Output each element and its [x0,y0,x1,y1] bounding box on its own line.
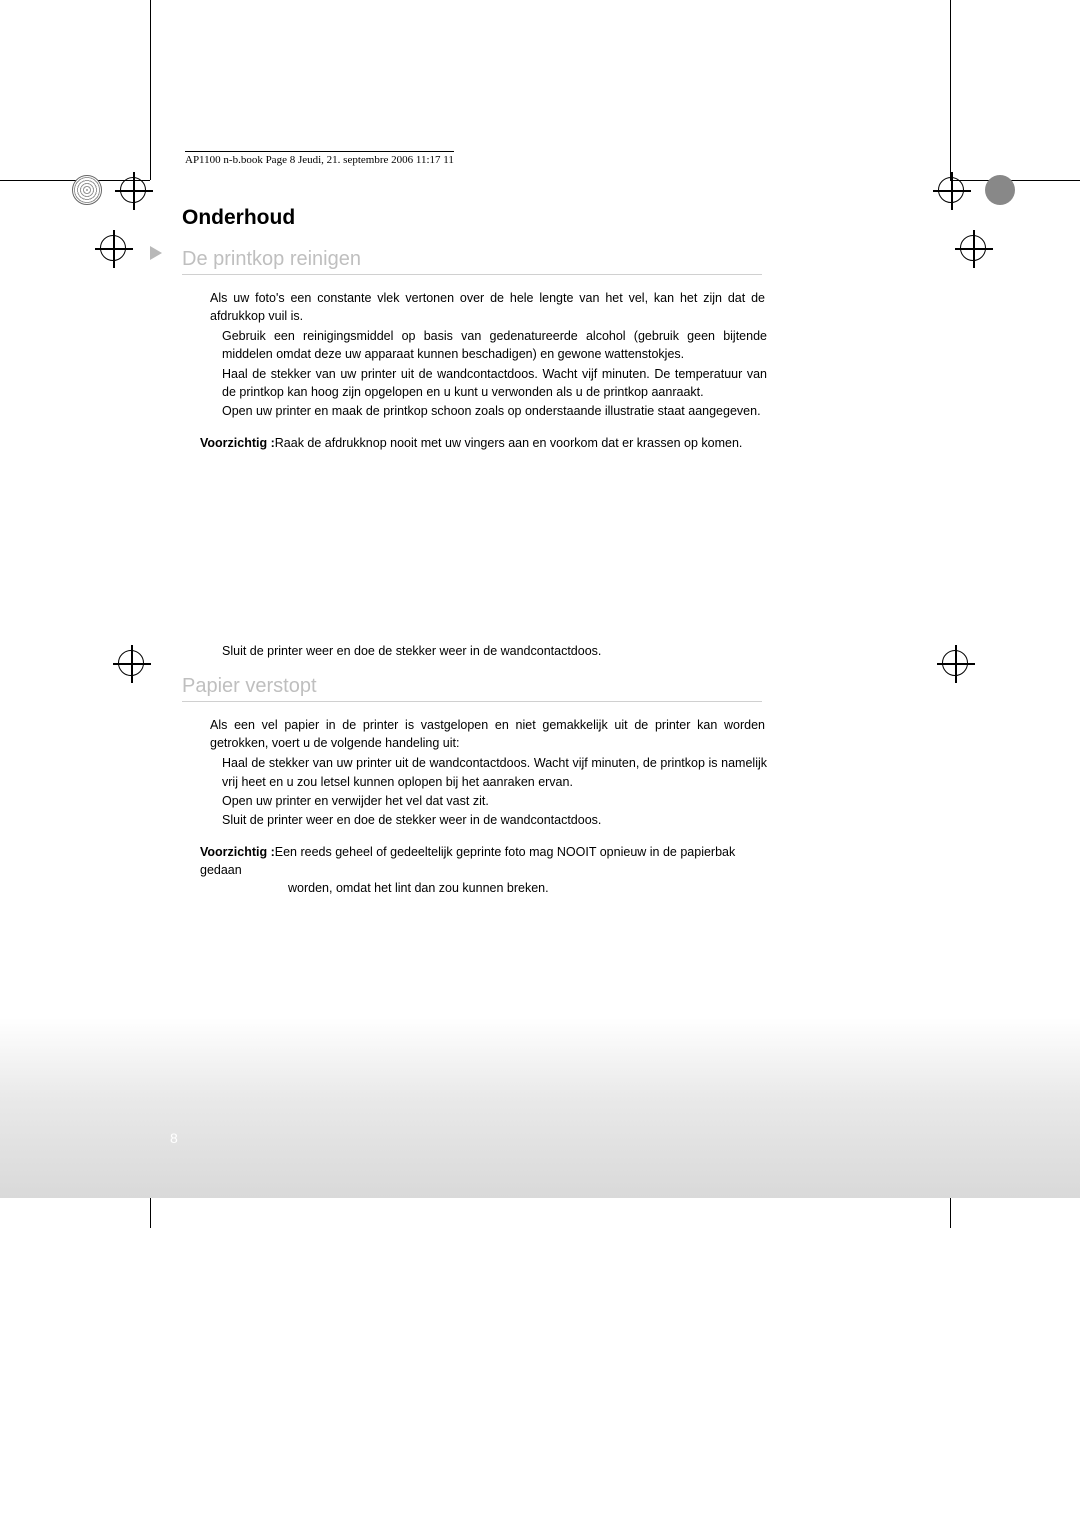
list-item: Haal de stekker van uw printer uit de wa… [222,365,767,401]
list-item: Open uw printer en maak de printkop scho… [222,402,767,420]
registration-mark-icon [100,235,126,261]
registration-mark-icon [960,235,986,261]
list-item: Sluit de printer weer en doe de stekker … [222,811,767,829]
heading-onderhoud: Onderhoud [182,206,950,230]
registration-dot-icon [985,175,1015,205]
crop-mark [950,180,1080,181]
paragraph: Als uw foto's een constante vlek vertone… [210,289,765,325]
caution-label: Voorzichtig : [200,436,275,450]
list-item: Haal de stekker van uw printer uit de wa… [222,754,767,790]
document-header-line: AP1100 n-b.book Page 8 Jeudi, 21. septem… [185,151,454,166]
list-item: Gebruik een reinigingsmiddel op basis va… [222,327,767,363]
crop-mark [950,0,951,180]
subheading-printkop: De printkop reinigen [182,248,762,275]
section-arrow-icon [150,246,162,260]
list-item: Sluit de printer weer en doe de stekker … [222,642,767,660]
registration-mark-icon [120,177,146,203]
list-item: Open uw printer en verwijder het vel dat… [222,792,767,810]
subheading-papier: Papier verstopt [182,675,762,702]
caution-text-cont: worden, omdat het lint dan zou kunnen br… [288,879,770,897]
paragraph: Als een vel papier in de printer is vast… [210,716,765,752]
caution-note: Voorzichtig :Een reeds geheel of gedeelt… [200,843,770,897]
registration-mark-icon [118,650,144,676]
registration-ring-icon [72,175,102,205]
page-content: AP1100 n-b.book Page 8 Jeudi, 21. septem… [150,150,950,1210]
caution-text: Een reeds geheel of gedeeltelijk geprint… [200,845,735,877]
caution-text: Raak de afdrukknop nooit met uw vingers … [275,436,743,450]
caution-label: Voorzichtig : [200,845,275,859]
caution-note: Voorzichtig :Raak de afdrukknop nooit me… [200,434,770,452]
illustration-placeholder [150,452,950,642]
